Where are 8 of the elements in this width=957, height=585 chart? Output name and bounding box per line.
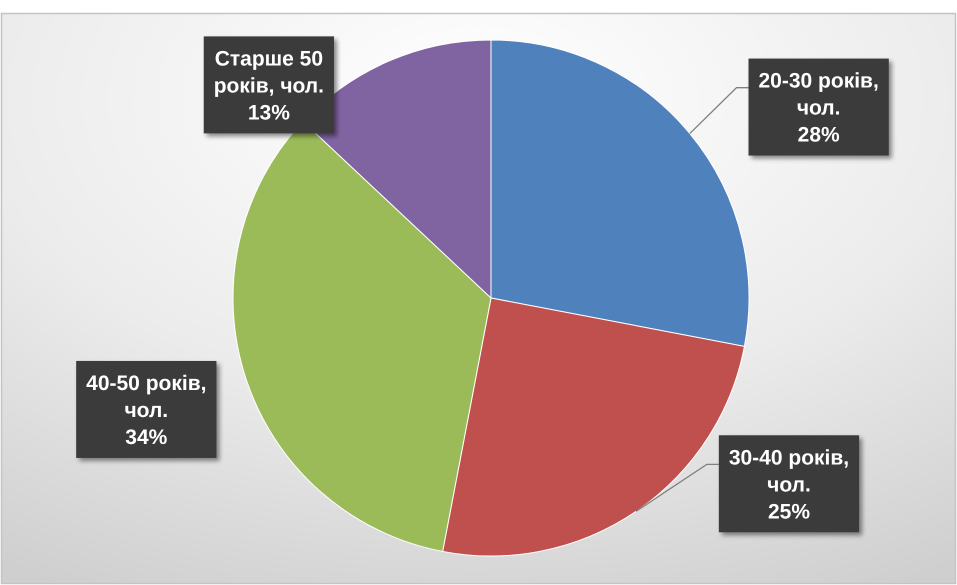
data-label: 25% bbox=[768, 500, 810, 524]
data-label: 13% bbox=[248, 101, 290, 124]
slice-label: 40-50 років, чол. bbox=[86, 372, 206, 422]
slice-label: Старше 50 років, чол. bbox=[214, 47, 324, 98]
data-label: 34% bbox=[125, 426, 168, 450]
data-label: 28% bbox=[798, 124, 840, 147]
slice-label: 30-40 років, чол. bbox=[728, 446, 850, 496]
slice-label: 20-30 років, чол. bbox=[758, 70, 879, 120]
